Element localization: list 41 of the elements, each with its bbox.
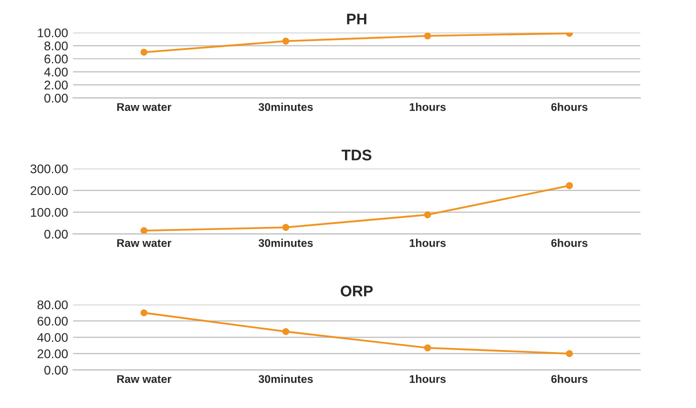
x-tick-label: Raw water	[117, 239, 172, 247]
y-tick-label: 4.00	[44, 68, 68, 76]
point	[282, 224, 290, 231]
x-tick-label: 6hours	[551, 374, 588, 383]
point	[566, 182, 573, 190]
chart-title: ORP	[340, 286, 373, 296]
y-tick-label: 40.00	[37, 333, 68, 342]
chart-title: TDS	[342, 150, 372, 160]
y-tick-label: 100.00	[30, 208, 68, 217]
x-tick-label: 6hours	[551, 238, 588, 247]
chart-title: PH	[347, 14, 366, 24]
point	[566, 350, 573, 358]
y-tick-label: 6.00	[44, 54, 68, 64]
y-tick-label: 20.00	[38, 349, 68, 358]
point	[140, 309, 148, 316]
x-tick-label: 30minutes	[258, 374, 313, 383]
y-tick-label: 8.00	[44, 41, 68, 50]
x-tick-label: 1hours	[410, 374, 446, 383]
x-tick-label: Raw water	[117, 103, 172, 111]
x-tick-label: 1hours	[410, 238, 446, 247]
x-tick-label: 6hours	[551, 102, 588, 111]
point	[424, 344, 432, 352]
point	[424, 211, 432, 218]
point	[140, 48, 148, 56]
y-tick-label: 10.00	[38, 28, 68, 38]
y-tick-label: 60.00	[38, 316, 68, 326]
x-tick-label: Raw water	[117, 375, 172, 383]
y-tick-label: 80.00	[37, 300, 68, 310]
y-tick-label: 200.00	[30, 186, 68, 196]
y-tick-label: 0.00	[44, 94, 68, 103]
x-tick-label: 30minutes	[258, 238, 313, 247]
point	[140, 227, 148, 234]
x-tick-label: 1hours	[410, 102, 446, 111]
point	[424, 32, 432, 40]
y-tick-label: 0.00	[44, 230, 68, 239]
point	[282, 328, 290, 336]
point	[282, 38, 290, 45]
y-tick-label: 2.00	[44, 80, 68, 90]
y-tick-label: 0.00	[44, 366, 68, 375]
x-tick-label: 30minutes	[258, 102, 313, 111]
y-tick-label: 300.00	[30, 164, 68, 174]
